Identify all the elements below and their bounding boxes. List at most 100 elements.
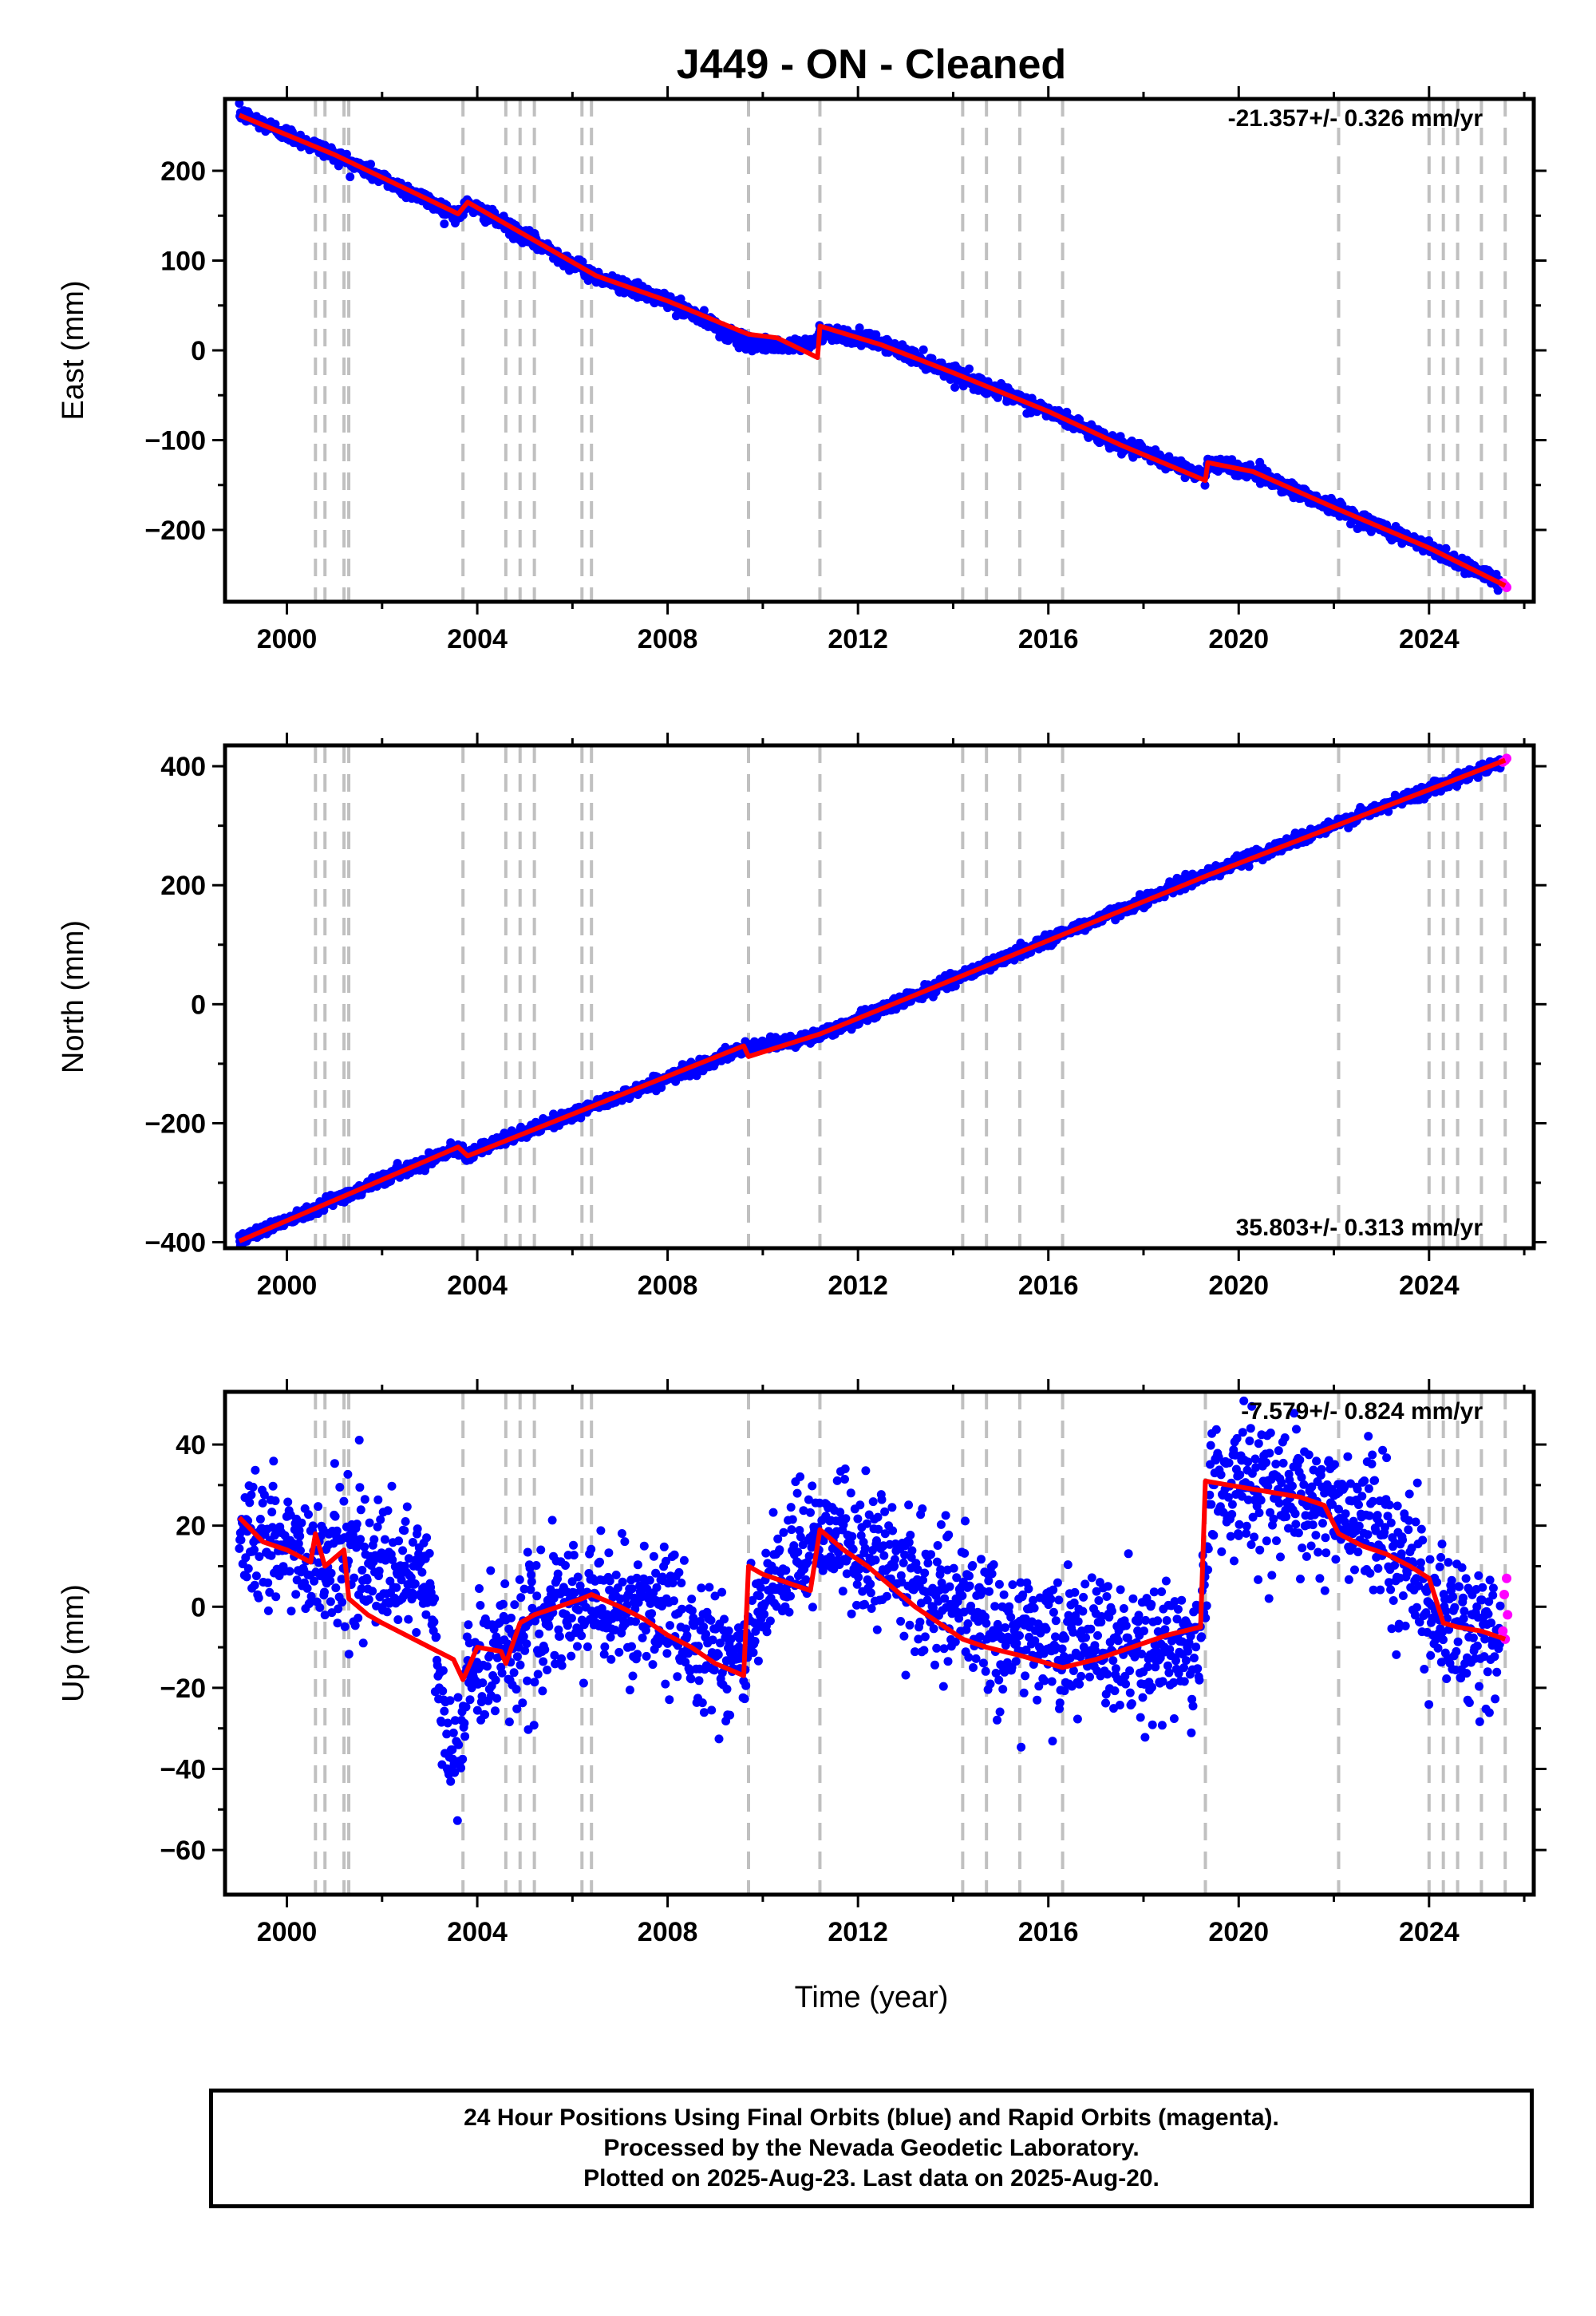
x-tick-label: 2020 (1208, 624, 1269, 654)
final-point (413, 1524, 422, 1534)
final-point (326, 1597, 335, 1607)
final-point (235, 99, 244, 108)
final-point (296, 1546, 305, 1555)
final-point (236, 1535, 246, 1545)
y-tick-label: 0 (191, 336, 206, 366)
final-point (343, 1469, 353, 1479)
north-final-points (235, 755, 1505, 1248)
x-tick-label: 2024 (1399, 1271, 1460, 1301)
east-y-axis-label: East (mm) (57, 280, 90, 420)
final-point (350, 1621, 360, 1630)
final-point (446, 1777, 456, 1786)
final-point (410, 1579, 420, 1588)
final-point (297, 1518, 306, 1528)
final-point (950, 382, 960, 392)
final-point (291, 1590, 301, 1599)
final-point (251, 1571, 261, 1581)
final-point (392, 1583, 401, 1592)
final-point (242, 1572, 251, 1582)
final-point (335, 1483, 345, 1492)
final-point (1244, 862, 1254, 871)
final-point (350, 1573, 359, 1583)
final-point (401, 1517, 410, 1526)
final-point (339, 1496, 349, 1506)
final-point (263, 1578, 273, 1587)
final-point (364, 1595, 373, 1604)
final-point (425, 1548, 434, 1558)
y-tick-label: −400 (144, 1228, 206, 1259)
final-point (360, 1495, 369, 1504)
final-point (393, 1615, 403, 1624)
x-tick-label: 2008 (638, 1271, 698, 1301)
final-point (255, 1552, 264, 1561)
final-point (245, 1498, 255, 1508)
final-point (355, 1483, 365, 1492)
east-final-points (235, 99, 1505, 595)
final-point (388, 1555, 397, 1564)
final-point (440, 1706, 449, 1716)
final-point (432, 1632, 441, 1642)
x-tick-label: 2004 (447, 1271, 508, 1301)
up-final-points (235, 1396, 1505, 1825)
final-point (285, 1567, 294, 1576)
y-tick-label: −100 (144, 426, 206, 456)
final-point (394, 1536, 404, 1546)
x-tick-label: 2012 (828, 624, 888, 654)
x-tick-label: 2016 (1018, 624, 1079, 654)
final-point (448, 1728, 458, 1737)
final-point (358, 1638, 368, 1648)
final-point (340, 1622, 350, 1631)
final-point (440, 219, 449, 228)
final-point (374, 1567, 384, 1575)
final-point (383, 1506, 393, 1516)
y-tick-label: 200 (160, 871, 206, 901)
final-point (356, 1535, 365, 1544)
final-point (398, 1546, 408, 1555)
x-tick-label: 2020 (1208, 1271, 1269, 1301)
north-y-axis-label: North (mm) (57, 920, 90, 1073)
final-point (326, 1576, 335, 1586)
final-point (320, 1611, 330, 1620)
final-point (250, 1545, 259, 1555)
final-point (243, 1564, 253, 1573)
x-tick-label: 2024 (1399, 624, 1460, 654)
final-point (315, 1603, 325, 1612)
final-point (445, 1696, 455, 1705)
chart-title: J449 - ON - Cleaned (677, 41, 1066, 88)
final-point (430, 1594, 440, 1603)
final-point (448, 1745, 457, 1754)
final-point (871, 330, 881, 339)
y-tick-label: 0 (191, 990, 206, 1020)
y-tick-label: −200 (144, 1109, 206, 1139)
final-point (1441, 543, 1451, 553)
north-frame (223, 743, 1536, 1251)
final-point (360, 1542, 369, 1551)
final-point (250, 1580, 259, 1590)
final-point (356, 1505, 365, 1515)
final-point (421, 1610, 431, 1619)
final-point (406, 1573, 416, 1583)
final-point (373, 1495, 383, 1504)
final-point (400, 1526, 409, 1535)
final-point (255, 1515, 265, 1524)
final-point (404, 1554, 413, 1563)
final-point (269, 1456, 279, 1466)
final-point (326, 1568, 336, 1578)
final-point (397, 1575, 406, 1585)
final-point (362, 1575, 372, 1585)
final-point (344, 1650, 354, 1659)
x-tick-label: 2004 (447, 624, 508, 654)
final-point (265, 1587, 275, 1597)
north-panel: 2000 2004 2008 2012 2016 2020 2024−400−2000200… (57, 733, 1547, 1301)
final-point (417, 1592, 426, 1602)
final-point (412, 1628, 421, 1637)
final-point (381, 1555, 390, 1565)
final-point (387, 1481, 397, 1491)
north-model-line (238, 757, 1507, 1243)
final-point (294, 1539, 303, 1548)
final-point (376, 1515, 385, 1524)
final-point (331, 1583, 341, 1593)
final-point (352, 1520, 361, 1529)
final-point (283, 1497, 293, 1507)
